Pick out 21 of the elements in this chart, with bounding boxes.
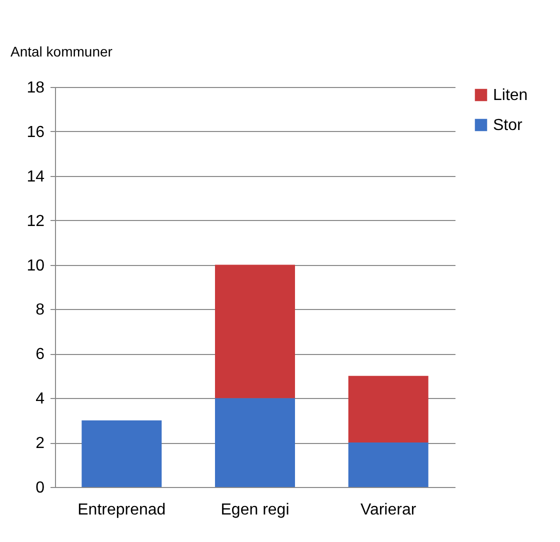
bar bbox=[82, 420, 162, 487]
y-tick-label: 2 bbox=[36, 435, 45, 452]
bar bbox=[215, 264, 295, 398]
y-tick-label: 14 bbox=[26, 168, 45, 186]
bar bbox=[215, 398, 295, 487]
x-tick-label: Entreprenad bbox=[78, 502, 166, 518]
y-tick-label: 16 bbox=[26, 124, 45, 141]
bar bbox=[348, 442, 428, 487]
y-tick-label: 0 bbox=[36, 480, 45, 496]
y-tick-label: 4 bbox=[36, 390, 45, 408]
y-tick-label: 8 bbox=[36, 302, 45, 319]
y-axis-title: Antal kommuner bbox=[10, 44, 113, 60]
y-tick-label: 10 bbox=[26, 257, 45, 274]
legend-label: Stor bbox=[493, 117, 524, 134]
y-tick-label: 18 bbox=[26, 80, 45, 96]
y-tick-label: 6 bbox=[36, 346, 45, 364]
x-tick-label: Varierar bbox=[360, 502, 417, 518]
legend-label: Liten bbox=[493, 87, 528, 104]
bar bbox=[348, 376, 428, 443]
y-tick-label: 12 bbox=[26, 212, 45, 230]
x-tick-label: Egen regi bbox=[220, 502, 290, 518]
